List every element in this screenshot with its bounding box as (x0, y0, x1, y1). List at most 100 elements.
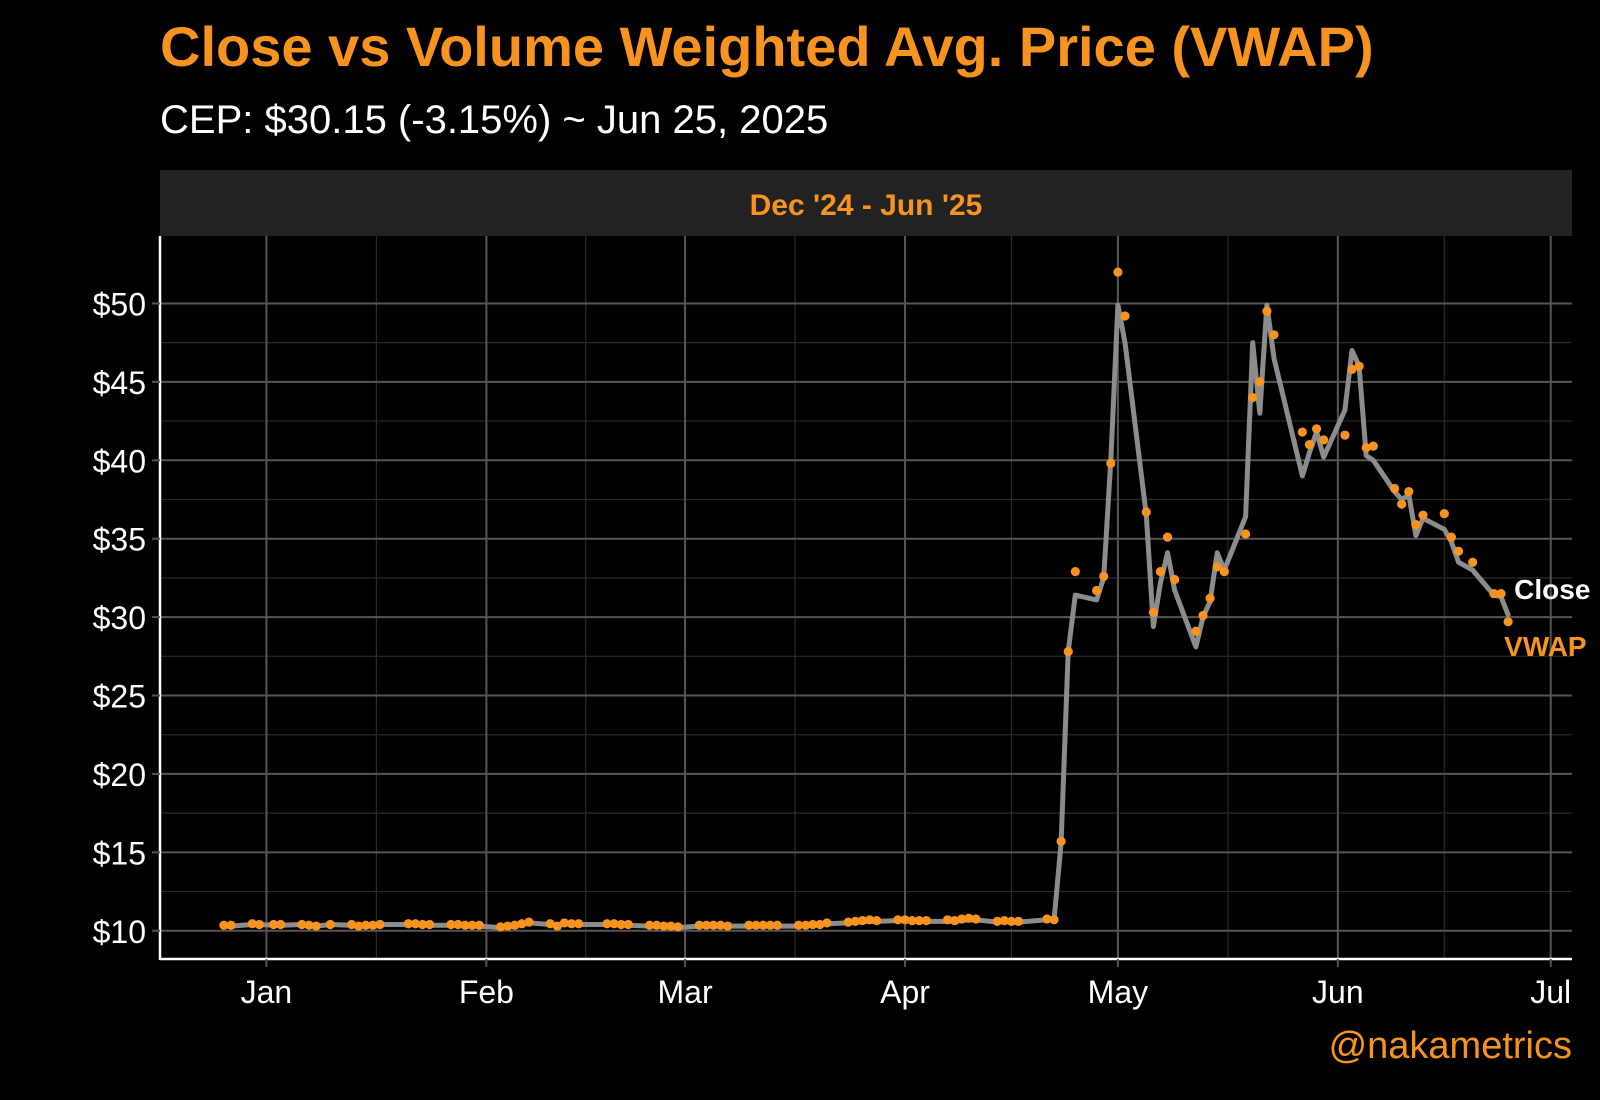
end-labels: Close VWAP (1504, 574, 1590, 662)
vwap-point (971, 914, 981, 924)
vwap-point (659, 921, 669, 931)
vwap-point (1148, 607, 1158, 617)
vwap-point (510, 920, 520, 930)
vwap-point (1049, 915, 1059, 925)
panel-strip-label: Dec '24 - Jun '25 (750, 189, 983, 222)
vwap-point (304, 920, 314, 930)
vwap-point (467, 920, 477, 930)
vwap-point (425, 919, 435, 930)
vwap-point (843, 917, 853, 927)
vwap-point (751, 920, 761, 930)
vwap-point (1411, 519, 1421, 530)
chart-subtitle: CEP: $30.15 (-3.15%) ~ Jun 25, 2025 (160, 98, 829, 142)
vwap-point (793, 920, 804, 930)
vwap-point (1390, 483, 1400, 494)
x-tick-label: Mar (658, 974, 713, 1010)
vwap-point (254, 919, 264, 930)
vwap-point (403, 919, 413, 929)
vwap-point (368, 920, 378, 930)
vwap-point (701, 920, 711, 930)
vwap-point (616, 919, 626, 930)
vwap-point (524, 917, 534, 927)
vwap-point (1070, 567, 1080, 577)
y-tick-label: $30 (93, 600, 146, 636)
vwap-point (1113, 267, 1123, 277)
vwap-point (992, 916, 1002, 926)
vwap-point (857, 915, 868, 926)
vwap-point (1304, 439, 1315, 450)
vwap-point (964, 913, 974, 923)
vwap-point (900, 915, 910, 925)
vwap-end-label: VWAP (1504, 631, 1586, 662)
vwap-point (453, 919, 463, 930)
vwap-point (226, 920, 236, 930)
vwap-point (354, 921, 364, 931)
vwap-point (1262, 306, 1272, 316)
vwap-point (1013, 916, 1024, 926)
watermark: @nakametrics (1328, 1025, 1572, 1067)
vwap-point (1368, 441, 1378, 451)
x-tick-label: Apr (880, 974, 930, 1010)
vwap-point (375, 919, 385, 930)
vwap-point (361, 920, 371, 930)
vwap-point (1063, 647, 1073, 657)
vwap-point (822, 918, 832, 928)
vwap-point (346, 919, 357, 930)
y-tick-label: $50 (93, 286, 146, 322)
vwap-point (446, 919, 456, 930)
vwap-point (864, 915, 875, 925)
vwap-point (1248, 392, 1258, 403)
vwap-point (850, 916, 860, 926)
vwap-point (1120, 311, 1130, 321)
vwap-point (907, 915, 917, 926)
vwap-point (1191, 626, 1201, 636)
vwap-point (872, 915, 882, 926)
vwap-point (1468, 557, 1478, 567)
y-tick-label: $35 (93, 522, 146, 558)
vwap-point (552, 921, 562, 931)
vwap-point (893, 915, 903, 925)
vwap-point (1354, 361, 1364, 371)
vwap-point (1255, 377, 1265, 387)
close-end-label: Close (1514, 574, 1590, 605)
vwap-point (574, 919, 584, 929)
vwap-point (1397, 499, 1407, 509)
vwap-point (644, 920, 655, 930)
vwap-point (1503, 617, 1513, 627)
vwap-point (758, 920, 768, 930)
panel-strip (160, 170, 1572, 236)
vwap-point (723, 921, 733, 931)
vwap-point (247, 919, 257, 929)
vwap-point (744, 920, 754, 930)
vwap-point (708, 920, 719, 930)
vwap-point (417, 919, 428, 930)
vwap-point (772, 920, 782, 930)
vwap-point (1241, 529, 1251, 539)
vwap-point (623, 919, 633, 930)
vwap-point (1496, 588, 1506, 599)
x-tick-label: May (1088, 974, 1148, 1010)
vwap-point (503, 921, 513, 931)
vwap-point (609, 919, 619, 929)
vwap-point (1319, 435, 1329, 445)
vwap-point (694, 920, 704, 930)
vwap-point (517, 919, 527, 929)
vwap-point (765, 920, 775, 930)
vwap-point (474, 920, 484, 930)
vwap-point (219, 920, 229, 930)
vwap-point (1404, 487, 1414, 497)
vwap-point (666, 921, 676, 931)
vwap-point (545, 919, 555, 929)
y-tick-label: $40 (93, 443, 146, 479)
series-layer (219, 267, 1513, 932)
vwap-point (1006, 916, 1017, 926)
vwap-point (950, 915, 960, 926)
vwap-point (999, 915, 1009, 926)
vwap-point (801, 920, 811, 930)
vwap-point (559, 918, 570, 928)
vwap-point (1311, 424, 1322, 434)
vwap-point (1092, 585, 1102, 596)
vwap-point (602, 919, 612, 929)
vwap-point (1212, 562, 1222, 572)
vwap-point (914, 915, 924, 926)
